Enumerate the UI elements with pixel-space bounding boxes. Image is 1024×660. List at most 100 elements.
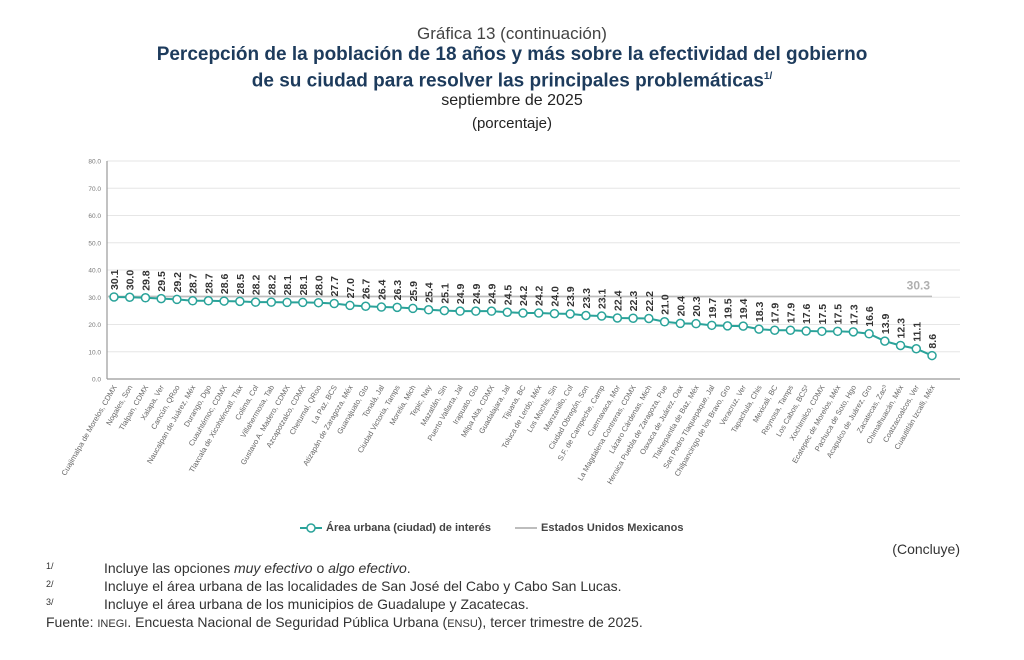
data-point — [109, 292, 119, 302]
concluye-label: (Concluye) — [892, 541, 960, 557]
chart-title-line1: Percepción de la población de 18 años y … — [156, 44, 868, 65]
data-point — [313, 297, 324, 308]
data-point — [172, 294, 182, 305]
legend-item-city: Área urbana (ciudad) de interés — [300, 522, 491, 534]
data-label: 28.5 — [235, 274, 247, 295]
title-footnote-marker: 1/ — [763, 71, 773, 82]
data-point — [471, 306, 481, 316]
data-label: 24.9 — [471, 284, 483, 305]
data-point — [581, 310, 591, 321]
y-tick-label: 60.0 — [88, 213, 101, 220]
data-label: 19.5 — [723, 298, 735, 319]
footnote-2: 2/ Incluye el área urbana de las localid… — [46, 577, 643, 595]
data-label: 19.7 — [707, 298, 719, 319]
data-point — [927, 350, 937, 361]
data-point — [644, 313, 654, 324]
data-label: 28.7 — [188, 273, 200, 294]
data-point — [298, 297, 308, 308]
data-point — [140, 293, 151, 303]
data-point — [785, 325, 796, 335]
data-label: 11.1 — [911, 322, 923, 342]
source-acronym: ENSU — [447, 618, 478, 630]
data-label: 20.4 — [675, 296, 687, 317]
data-point — [754, 324, 764, 334]
data-point — [408, 303, 418, 314]
data-label: 25.4 — [424, 282, 436, 303]
data-label: 28.1 — [298, 275, 310, 296]
data-point — [596, 311, 607, 321]
data-label: 22.2 — [644, 291, 656, 312]
chart-unit: (porcentaje) — [471, 115, 553, 132]
data-label: 24.9 — [487, 284, 499, 305]
data-point — [345, 300, 355, 311]
data-point — [376, 302, 387, 312]
data-point — [549, 308, 560, 319]
data-label: 17.9 — [770, 303, 782, 324]
data-label: 21.0 — [660, 294, 672, 315]
data-label: 23.3 — [581, 288, 593, 309]
data-point — [329, 298, 339, 309]
data-point — [423, 305, 434, 315]
chart-title: Percepción de la población de 18 años y … — [0, 44, 1024, 92]
data-label: 24.9 — [455, 284, 467, 305]
data-point — [156, 293, 166, 304]
data-point — [502, 307, 513, 317]
source-note: Fuente: INEGI. Encuesta Nacional de Segu… — [46, 613, 643, 633]
data-point — [518, 308, 528, 318]
data-point — [691, 318, 701, 329]
data-point — [659, 317, 670, 327]
data-label: 23.9 — [565, 286, 577, 307]
data-label: 24.2 — [518, 285, 530, 306]
data-label: 25.1 — [439, 283, 451, 304]
chart-date: septiembre de 2025 — [441, 92, 583, 109]
data-label: 19.4 — [738, 299, 750, 320]
data-label: 29.2 — [172, 272, 184, 293]
data-point — [203, 296, 214, 306]
footnote-emphasis: muy efectivo — [233, 560, 313, 576]
data-label: 17.3 — [848, 304, 860, 325]
data-label: 30.1 — [109, 269, 121, 290]
data-label: 26.3 — [392, 280, 404, 301]
footnote-3: 3/ Incluye el área urbana de los municip… — [46, 595, 643, 613]
data-point — [250, 297, 261, 307]
legend-item-national: Estados Unidos Mexicanos — [515, 522, 683, 534]
data-label: 17.6 — [801, 303, 813, 324]
legend-city-marker-icon — [300, 523, 322, 533]
data-point — [565, 309, 575, 319]
y-tick-label: 50.0 — [88, 240, 101, 247]
data-point — [360, 301, 371, 311]
national-value-label: 30.3 — [907, 278, 931, 292]
data-point — [801, 326, 811, 336]
data-point — [628, 313, 638, 323]
data-point — [455, 306, 465, 316]
data-point — [235, 296, 245, 307]
footnote-marker: 2/ — [46, 579, 54, 589]
data-point — [282, 297, 292, 308]
data-label: 16.6 — [864, 306, 876, 327]
data-point — [832, 326, 843, 337]
chart-title-line2: de su ciudad para resolver las principal… — [251, 70, 764, 92]
data-label: 17.5 — [817, 304, 829, 325]
data-point — [439, 305, 450, 316]
footnotes: 1/ Incluye las opciones muy efectivo o a… — [46, 559, 643, 633]
data-point — [911, 344, 922, 354]
data-point — [895, 340, 906, 351]
data-label: 24.2 — [534, 285, 546, 306]
footnote-text: Incluye las opciones — [104, 560, 234, 576]
data-point — [533, 308, 544, 318]
y-tick-label: 80.0 — [88, 159, 101, 166]
y-tick-label: 30.0 — [88, 295, 101, 302]
data-point — [124, 292, 135, 302]
legend-national-line-icon — [515, 527, 538, 529]
line-chart: 0.0 10.0 20.0 30.0 40.0 50.0 60.0 70.0 80.0 30.3 3… — [59, 159, 960, 486]
data-point — [219, 296, 229, 306]
data-label: 25.9 — [408, 281, 420, 302]
data-label: 12.3 — [896, 318, 908, 339]
data-label: 18.3 — [754, 302, 766, 323]
data-label: 23.1 — [597, 288, 609, 309]
footnote-1: 1/ Incluye las opciones muy efectivo o a… — [46, 559, 643, 577]
y-tick-label: 70.0 — [88, 186, 101, 193]
footnote-marker: 3/ — [46, 597, 54, 607]
data-point — [675, 318, 686, 329]
y-tick-label: 40.0 — [88, 268, 101, 275]
